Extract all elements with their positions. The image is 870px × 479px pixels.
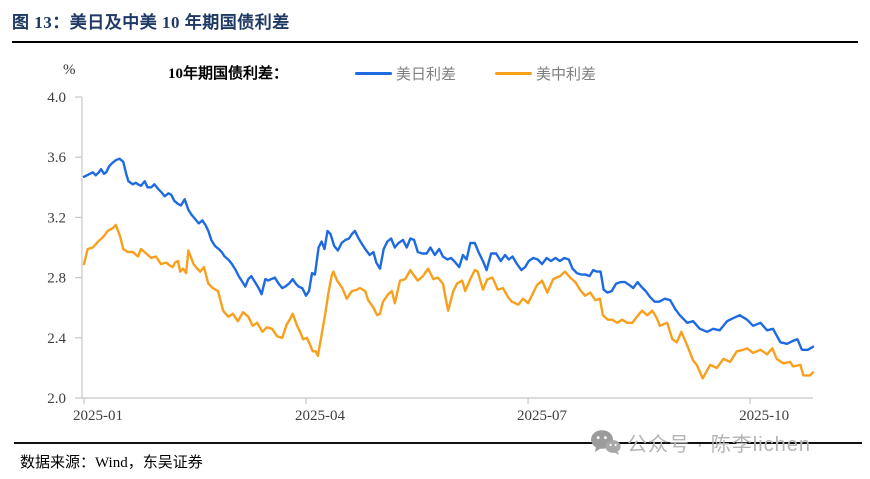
title-divider-rule	[12, 41, 858, 43]
legend-swatch-us-japan	[355, 72, 392, 76]
x-tick-label: 2025-10	[739, 408, 789, 424]
x-tick-label: 2025-07	[517, 408, 567, 424]
y-tick-label: 2.8	[47, 271, 66, 287]
watermark-text: 公众号 · 陈李lichen	[627, 434, 812, 456]
us-japan-spread-line	[82, 157, 815, 351]
legend-label-us-china: 美中利差	[536, 67, 597, 83]
legend-swatch-us-china	[495, 72, 532, 76]
y-tick-label: 4.0	[47, 90, 66, 106]
footer-divider-rule	[14, 442, 862, 445]
data-source-note: 数据来源：Wind，东吴证券	[20, 455, 203, 471]
x-tick-label: 2025-01	[73, 408, 123, 424]
legend-title: 10年期国债利差：	[168, 66, 289, 82]
x-tick-label: 2025-04	[295, 408, 345, 424]
figure-title: 图 13：美日及中美 10 年期国债利差	[12, 13, 290, 32]
legend-label-us-japan: 美日利差	[396, 67, 457, 83]
y-tick-label: 2.0	[47, 391, 66, 407]
us-china-spread-line	[82, 223, 815, 380]
watermark: 公众号 · 陈李lichen	[590, 428, 811, 457]
y-axis-unit-label: %	[63, 62, 76, 78]
y-tick-label: 3.6	[47, 150, 66, 166]
wechat-icon	[591, 430, 621, 455]
y-tick-label: 2.4	[47, 331, 66, 347]
y-tick-label: 3.2	[47, 210, 66, 226]
